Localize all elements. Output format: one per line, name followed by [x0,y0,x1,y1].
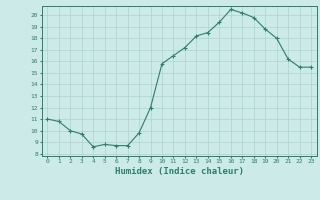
X-axis label: Humidex (Indice chaleur): Humidex (Indice chaleur) [115,167,244,176]
